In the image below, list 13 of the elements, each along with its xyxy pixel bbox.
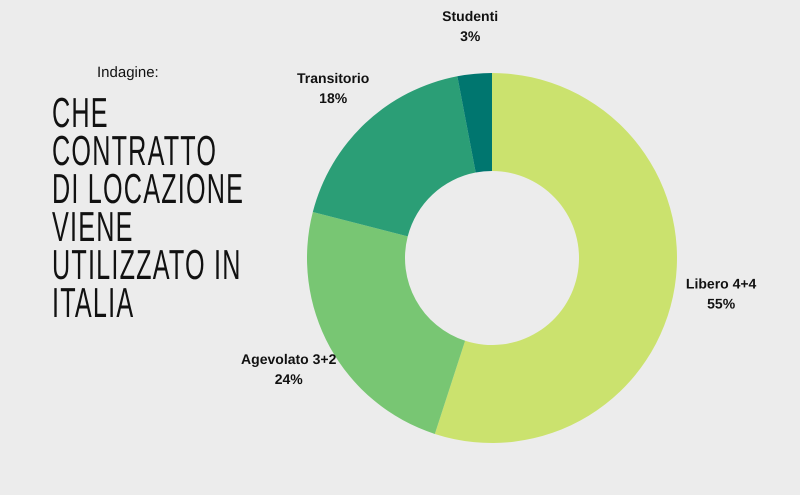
data-label: 18% bbox=[319, 90, 348, 106]
data-label: 3% bbox=[460, 28, 481, 44]
slice-label: Agevolato 3+2 bbox=[241, 350, 337, 367]
donut-slice bbox=[457, 73, 492, 173]
text: Indagine: bbox=[97, 64, 159, 81]
slice-label: Studenti bbox=[442, 8, 498, 24]
donut-slice bbox=[307, 212, 466, 434]
donut-slice bbox=[434, 73, 677, 443]
slice-label: Transitorio bbox=[297, 70, 370, 86]
data-label: 55% bbox=[707, 295, 736, 312]
text: CHE CONTRATTO DI LOCAZIONE VIENE UTILIZZATO IN ITALIA bbox=[52, 90, 244, 327]
data-label: 24% bbox=[274, 370, 304, 387]
slice-label: Libero 4+4 bbox=[686, 275, 757, 292]
